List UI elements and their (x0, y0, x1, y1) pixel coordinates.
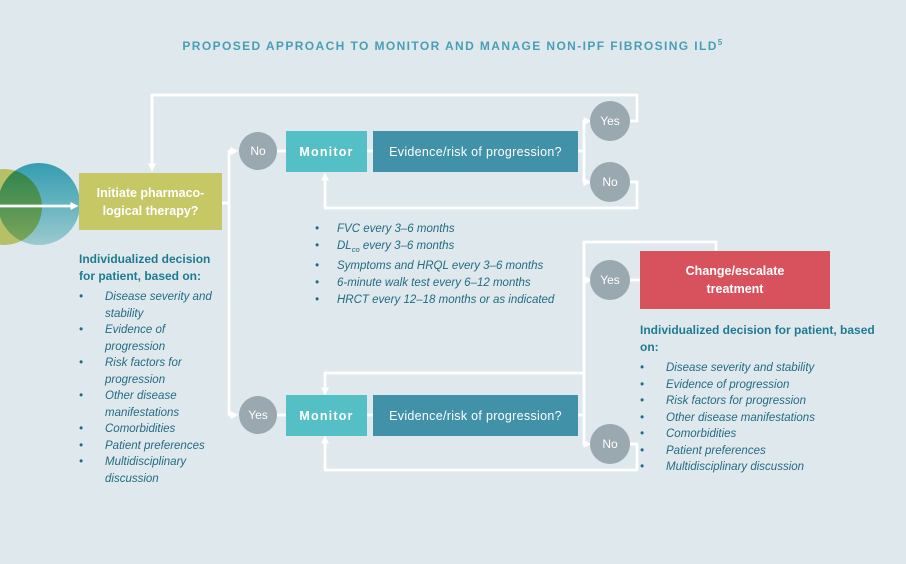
list-item-text: DLco every 3–6 months (337, 238, 454, 258)
bullet-dot-icon (79, 388, 105, 421)
dlco-pre: DL (337, 240, 352, 252)
list-item-text: Evidence of progression (666, 378, 790, 391)
left-panel-list: Disease severity and stability Evidence … (79, 289, 229, 487)
list-item-text: Other disease manifestations (666, 411, 815, 424)
connector-trunk-to-change (582, 240, 718, 415)
list-item-text: Comorbidities (105, 423, 176, 435)
list-item: Multidisciplinary discussion (640, 459, 880, 476)
bullet-dot-icon (79, 438, 105, 455)
bullet-dot-icon (315, 292, 337, 309)
list-item-text: Multidisciplinary discussion (666, 461, 805, 473)
list-item: Patient preferences (79, 438, 229, 455)
bullet-dot-icon (79, 355, 105, 388)
left-decision-panel: Individualized decision for patient, bas… (79, 251, 229, 487)
list-item-text: Patient preferences (666, 444, 766, 457)
list-item: Risk factors for progression (640, 393, 880, 410)
bullet-dot-icon (315, 238, 337, 258)
connector-top-yes-loop (148, 93, 639, 172)
bullet-dot-icon (640, 377, 666, 394)
bullet-dot-icon (640, 410, 666, 427)
bullet-dot-icon (79, 322, 105, 355)
connector-branch-no-top (227, 147, 239, 203)
connector-trunk-to-no-bottom (582, 415, 592, 448)
decision-circle-top-no: No (590, 162, 630, 202)
initiate-therapy-line2: logical therapy? (102, 203, 199, 218)
list-item: Multidisciplinary discussion (79, 454, 229, 487)
list-item-text: Patient preferences (105, 439, 205, 452)
bullet-dot-icon (79, 421, 105, 438)
bullet-dot-icon (640, 393, 666, 410)
list-item-text: Risk factors for progression (666, 395, 806, 407)
left-panel-heading: Individualized decision for patient, bas… (79, 252, 211, 283)
connector-top-to-yes (582, 117, 592, 151)
list-item: Risk factors for progression (79, 355, 229, 388)
list-item: HRCT every 12–18 months or as indicated (315, 292, 585, 309)
list-item-text: Comorbidities (666, 428, 737, 440)
bullet-dot-icon (640, 426, 666, 443)
page-title: PROPOSED APPROACH TO MONITOR AND MANAGE … (0, 38, 906, 53)
venn-teal-circle-icon (0, 163, 80, 245)
list-item: Disease severity and stability (640, 360, 880, 377)
list-item-text: Risk factors for progression (105, 357, 182, 386)
list-item-text: HRCT every 12–18 months or as indicated (337, 294, 555, 306)
monitor-box-bottom: Monitor (286, 395, 367, 436)
decision-circle-top-yes: Yes (590, 101, 630, 141)
list-item-text: Disease severity and stability (666, 362, 815, 374)
initiate-therapy-box: Initiate pharmaco- logical therapy? (79, 173, 222, 230)
connector-return-monitor-top (321, 371, 584, 396)
connector-top-no-loop (321, 172, 639, 210)
list-item-text: Multidisciplinary discussion (105, 456, 187, 485)
list-item: Patient preferences (640, 443, 880, 460)
dlco-post: every 3–6 months (359, 240, 455, 252)
list-item: Symptoms and HRQL every 3–6 months (315, 258, 585, 275)
evidence-progression-box-top: Evidence/risk of progression? (373, 131, 578, 172)
bullet-dot-icon (79, 289, 105, 322)
right-decision-panel: Individualized decision for patient, bas… (640, 322, 880, 476)
decision-circle-bottom-yes: Yes (590, 260, 630, 300)
right-panel-list: Disease severity and stability Evidence … (640, 360, 880, 476)
list-item: Evidence of progression (640, 377, 880, 394)
bullet-dot-icon (640, 459, 666, 476)
list-item: Other disease manifestations (79, 388, 229, 421)
connector-top-to-no (582, 151, 592, 186)
list-item: Comorbidities (79, 421, 229, 438)
monitoring-tests-list: FVC every 3–6 months DLco every 3–6 mont… (315, 221, 585, 309)
initiate-therapy-line1: Initiate pharmaco- (96, 185, 205, 200)
dlco-subscript: co (351, 245, 360, 254)
bullet-dot-icon (640, 360, 666, 377)
list-item-text: Evidence of progression (105, 324, 166, 353)
change-escalate-line2: treatment (706, 282, 764, 296)
right-panel-heading: Individualized decision for patient, bas… (640, 323, 875, 354)
list-item-text: Other disease manifestations (105, 390, 180, 419)
connector-bottom-no-loop (321, 435, 639, 472)
list-item: 6-minute walk test every 6–12 months (315, 275, 585, 292)
bullet-dot-icon (640, 443, 666, 460)
list-item: Disease severity and stability (79, 289, 229, 322)
list-item: Comorbidities (640, 426, 880, 443)
bullet-dot-icon (315, 221, 337, 238)
list-item: Other disease manifestations (640, 410, 880, 427)
change-escalate-box: Change/escalate treatment (640, 251, 830, 309)
connector-branch-yes-bottom (227, 203, 239, 419)
footnote-superscript: 5 (717, 38, 724, 47)
list-item-text: Disease severity and stability (105, 291, 212, 320)
list-item-text: FVC every 3–6 months (337, 223, 455, 235)
list-item: FVC every 3–6 months (315, 221, 585, 238)
decision-circle-top-entry-no: No (239, 132, 277, 170)
page-title-text: PROPOSED APPROACH TO MONITOR AND MANAGE … (182, 39, 718, 53)
list-item-text: 6-minute walk test every 6–12 months (337, 277, 531, 289)
bullet-dot-icon (315, 258, 337, 275)
bullet-dot-icon (79, 454, 105, 487)
decision-circle-bottom-no: No (590, 424, 630, 464)
list-item: DLco every 3–6 months (315, 238, 585, 258)
decision-circle-bottom-entry-yes: Yes (239, 396, 277, 434)
change-escalate-line1: Change/escalate (685, 264, 785, 278)
list-item-text: Symptoms and HRQL every 3–6 months (337, 260, 544, 272)
bullet-dot-icon (315, 275, 337, 292)
monitor-box-top: Monitor (286, 131, 367, 172)
evidence-progression-box-bottom: Evidence/risk of progression? (373, 395, 578, 436)
list-item: Evidence of progression (79, 322, 229, 355)
